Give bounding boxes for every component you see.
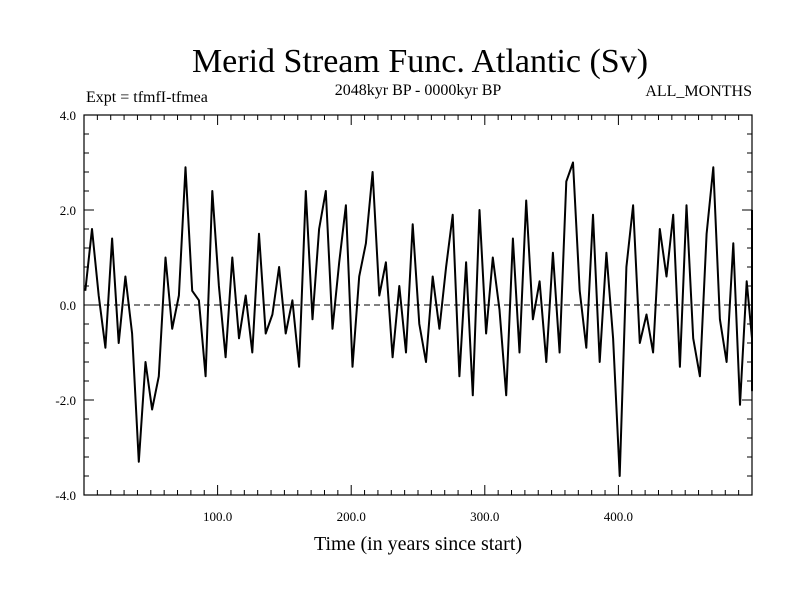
y-tick-label: 4.0: [60, 108, 76, 123]
y-tick-label: 2.0: [60, 203, 76, 218]
x-tick-label: 200.0: [337, 509, 366, 524]
chart-subtitle: 2048kyr BP - 0000kyr BP: [335, 82, 502, 99]
x-tick-label: 100.0: [203, 509, 232, 524]
y-tick-label: -2.0: [55, 393, 76, 408]
axis-tick-labels: 100.0 200.0 300.0 400.0 -4.0 -2.0 0.0 2.0 4.0: [55, 108, 633, 524]
x-tick-label: 300.0: [470, 509, 499, 524]
x-tick-label: 400.0: [604, 509, 633, 524]
season-label: ALL_MONTHS: [645, 83, 752, 100]
y-tick-label: 0.0: [60, 298, 76, 313]
series-line: [84, 161, 753, 477]
expt-label: Expt = tfmfI-tfmea: [86, 89, 208, 106]
plot-frame: [83, 114, 753, 496]
chart-title: Merid Stream Func. Atlantic (Sv): [192, 43, 648, 80]
y-tick-label: -4.0: [55, 488, 76, 503]
x-axis-label: Time (in years since start): [314, 533, 522, 555]
